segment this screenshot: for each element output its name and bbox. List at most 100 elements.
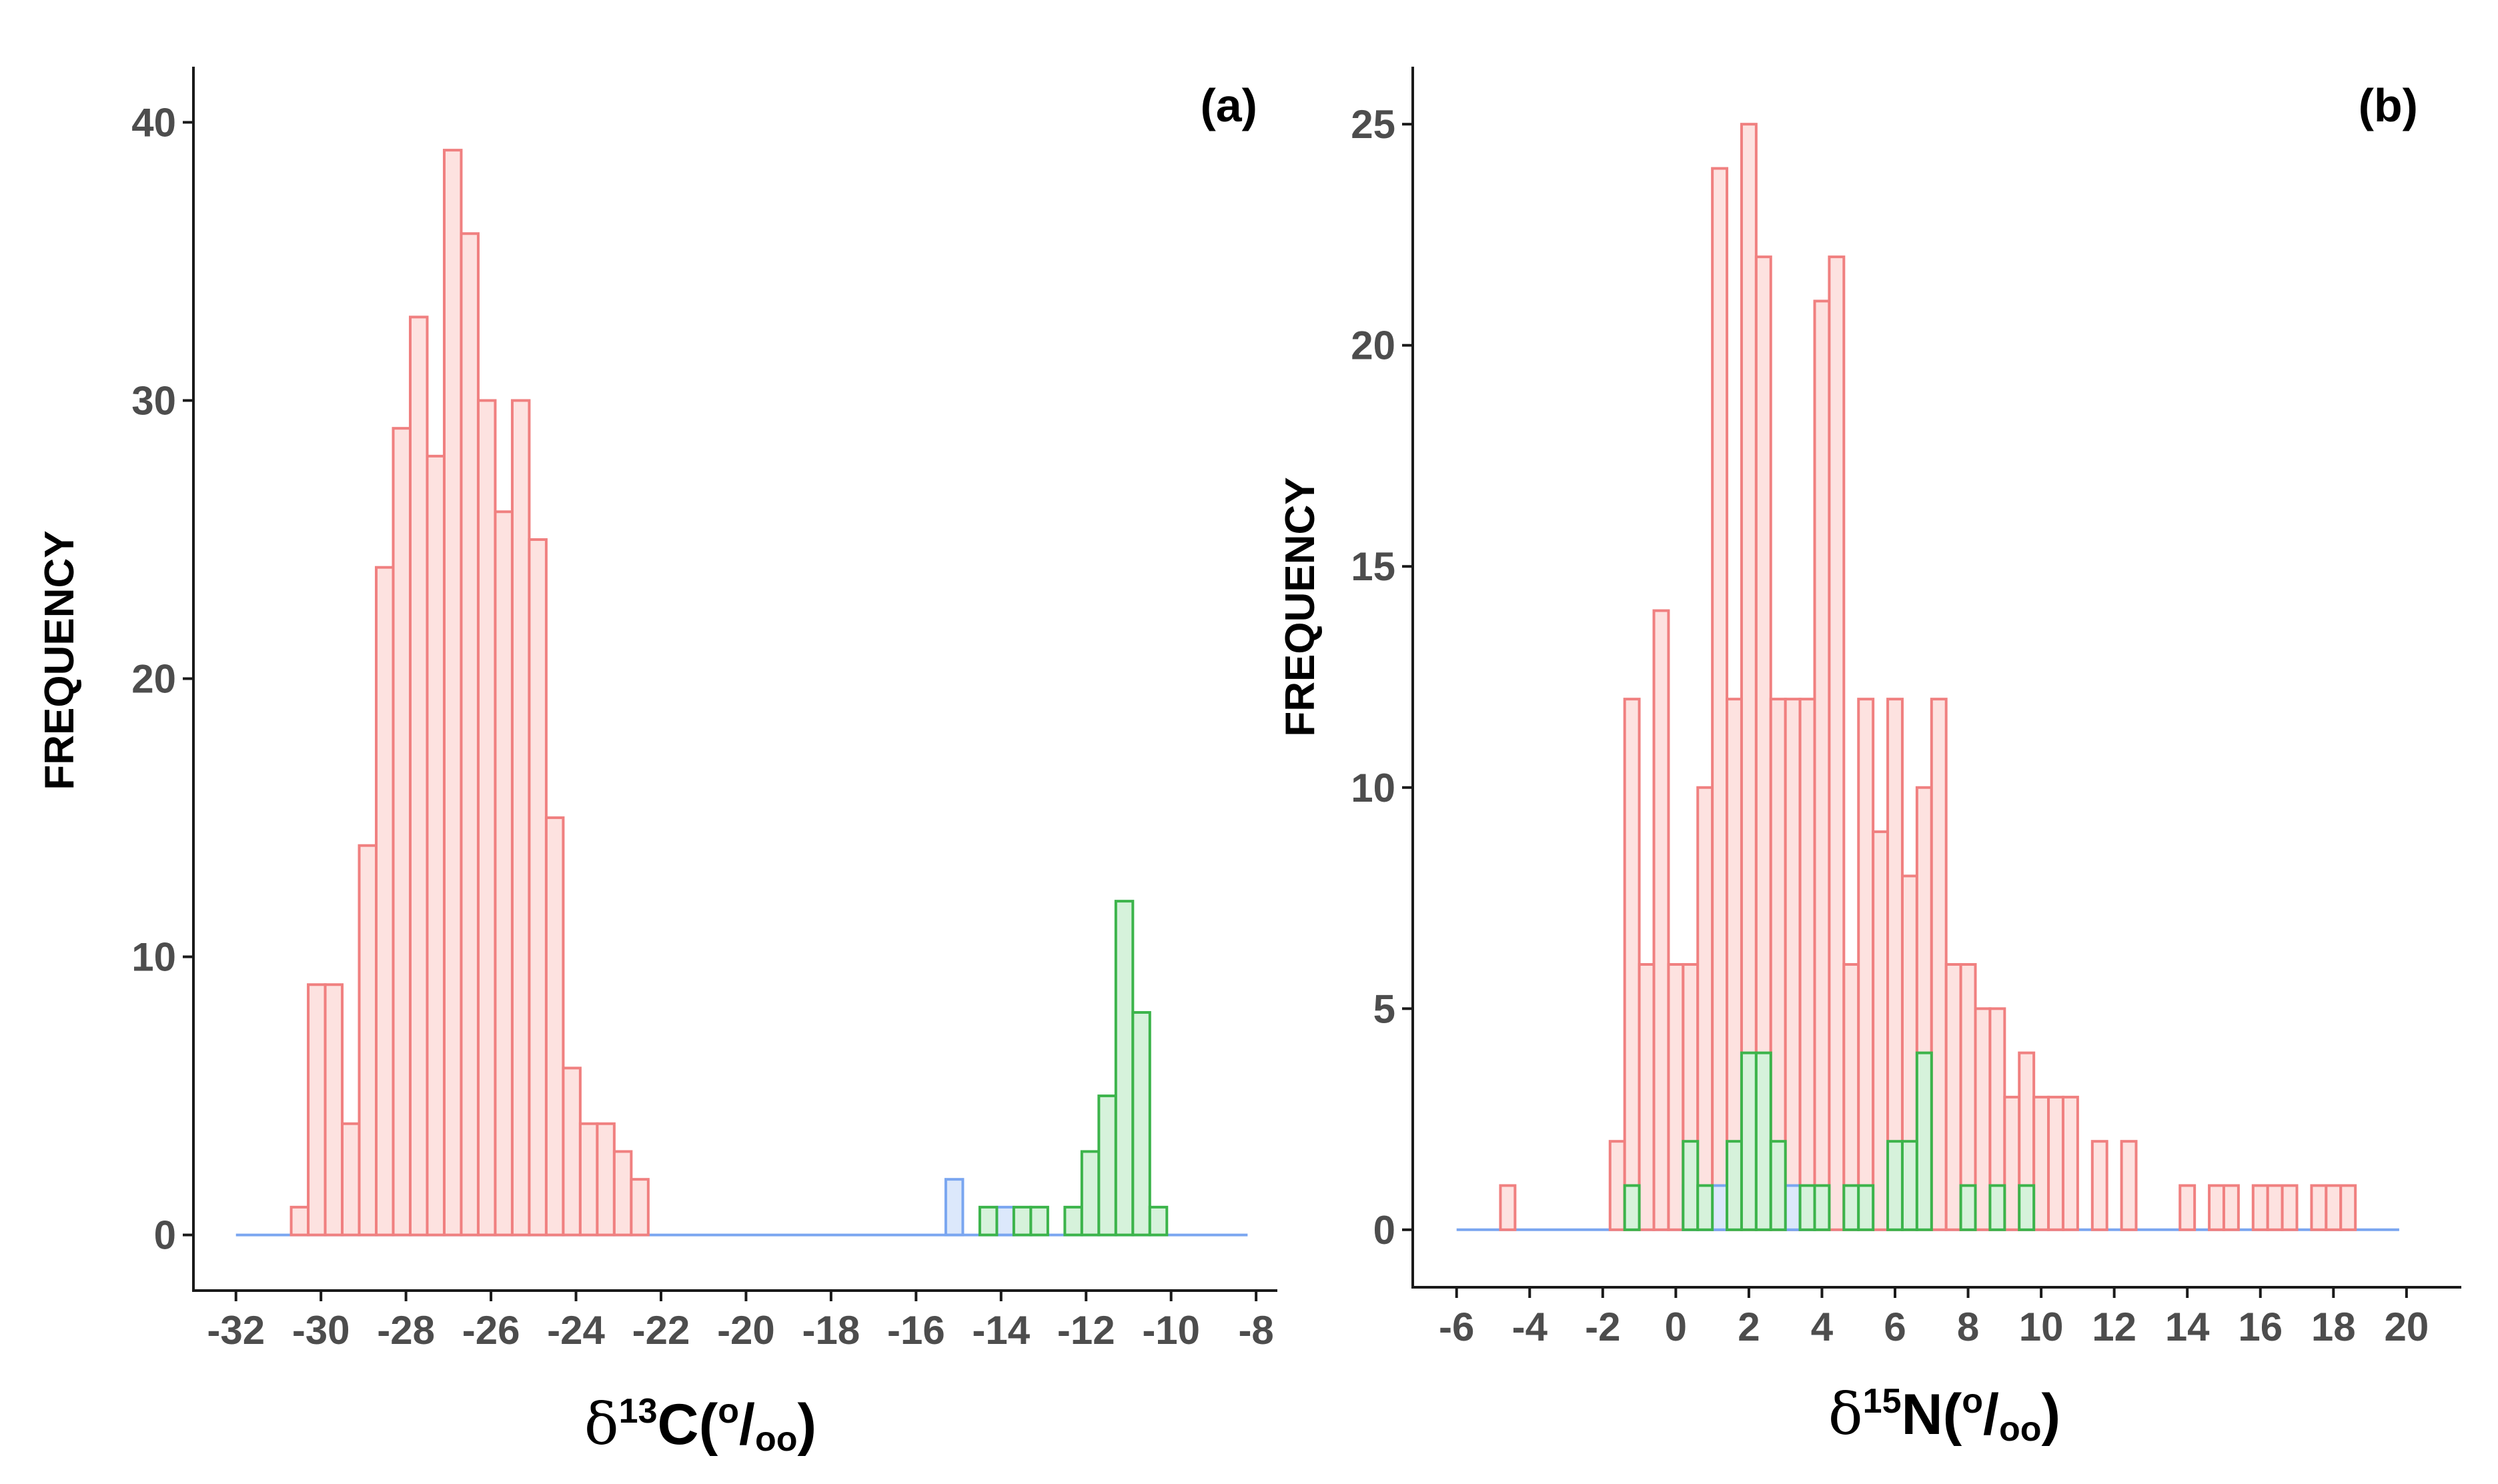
- panel-a-x-tick-label: -26: [462, 1308, 520, 1353]
- panel-b-bar-red: [2222, 1184, 2240, 1231]
- panel-a-bar-green: [1114, 900, 1135, 1237]
- panel-a-x-tick-label: -32: [207, 1308, 265, 1353]
- panel-a-x-tick-label: -22: [632, 1308, 690, 1353]
- panel-b-x-tick-label: 8: [1957, 1305, 1979, 1349]
- panel-a-xlabel-close: ): [797, 1393, 816, 1457]
- panel-a-x-tick-label: -28: [377, 1308, 435, 1353]
- panel-a-bars: [235, 149, 1248, 1237]
- panel-a-bar-green: [1063, 1205, 1083, 1237]
- panel-b-bar-red: [1711, 167, 1729, 1231]
- panel-b-bar-green: [1886, 1140, 1904, 1231]
- panel-b-x-tick-label: 6: [1884, 1305, 1906, 1349]
- panel-b-xlabel-delta: δ: [1828, 1381, 1863, 1448]
- panel-b-x-tick-label: 4: [1811, 1305, 1834, 1349]
- panel-a-xlabel-element: C(: [658, 1393, 718, 1457]
- panel-b-xlabel-unit-o: o: [1962, 1382, 1983, 1421]
- panel-b-bar-red: [1638, 962, 1656, 1231]
- panel-b-bar-red: [2120, 1140, 2138, 1231]
- panel-a-bar-green: [1029, 1205, 1049, 1237]
- panel-a-bar-red: [358, 844, 378, 1237]
- panel-b-bar-red: [1813, 299, 1831, 1231]
- panel-b-bar-green: [1726, 1140, 1743, 1231]
- panel-a-y-tick-label: 0: [154, 1213, 176, 1258]
- panel-a-bar-green: [1131, 1010, 1151, 1237]
- panel-b-bar-red: [2208, 1184, 2225, 1231]
- panel-b-y-tick-label: 25: [1351, 102, 1395, 147]
- panel-b-bar-red: [2325, 1184, 2343, 1231]
- panel-b-x-tick-label: 20: [2384, 1305, 2429, 1349]
- panel-b-axis-lines: [1411, 67, 2461, 1289]
- panel-b-bar-red: [2090, 1140, 2108, 1231]
- panel-b-axes: 0 5 10 15 20 25 -6 -4 -2 0 2 4 6 8 10 12 14 16 18 20: [1351, 67, 2461, 1349]
- panel-b-bar-red: [2047, 1095, 2064, 1231]
- panel-a-bar-red: [528, 538, 548, 1237]
- panel-b-xlabel-unit-oo: oo: [1999, 1410, 2042, 1449]
- panel-a-bar-red: [630, 1178, 650, 1237]
- panel-b-bar-red: [1696, 786, 1714, 1231]
- panel-a-y-tick-label: 30: [131, 378, 176, 423]
- panel-b-bar-green: [1915, 1051, 1933, 1231]
- panel-b-bar-green: [1988, 1184, 2006, 1231]
- panel-a-bar-red: [510, 399, 531, 1237]
- panel-b-bar-green: [1682, 1140, 1700, 1231]
- panel-b-bar-red: [1667, 962, 1685, 1231]
- panel-b-bar-red: [1974, 1007, 1992, 1231]
- panel-a-bar-red: [494, 510, 514, 1237]
- panel-b-bar-red: [1652, 609, 1670, 1231]
- panel-b-bar-blue: [1711, 1184, 1729, 1231]
- panel-b-bar-red: [2061, 1095, 2079, 1231]
- panel-b-x-tick-label: 12: [2092, 1305, 2136, 1349]
- panel-a-x-tick-label: -20: [717, 1308, 775, 1353]
- panel-b-x-tick-label: -4: [1512, 1305, 1548, 1349]
- panel-b-y-axis-title: FREQUENCY: [1277, 477, 1323, 736]
- panel-a-bar-green: [978, 1205, 999, 1237]
- panel-b-bar-red: [2178, 1184, 2197, 1231]
- panel-b-y-tick-label: 0: [1373, 1208, 1395, 1253]
- panel-a-bar-green: [1080, 1150, 1101, 1237]
- panel-b-label: (b): [2359, 79, 2418, 131]
- panel-b-bar-red: [1930, 698, 1948, 1231]
- panel-b-bar-green: [1857, 1184, 1875, 1231]
- panel-a-x-tick-label: -24: [547, 1308, 605, 1353]
- panel-b-xlabel-element: N(: [1902, 1383, 1962, 1447]
- panel-b-bar-green: [1696, 1184, 1714, 1231]
- panel-b-xlabel-slash: /: [1983, 1383, 1999, 1447]
- panel-b-bar-green: [1959, 1184, 1977, 1231]
- panel-a-y-tick-label: 40: [131, 100, 176, 145]
- panel-b-bar-green: [2018, 1184, 2036, 1231]
- panel-a-x-tick-label: -16: [887, 1308, 945, 1353]
- panel-b-y-tick-label: 10: [1351, 766, 1395, 810]
- panel-a-bar-red: [324, 983, 344, 1237]
- panel-b-x-tick-label: 14: [2165, 1305, 2210, 1349]
- panel-a-xlabel-unit-o: o: [718, 1392, 739, 1431]
- panel-b-x-tick-label: -6: [1439, 1305, 1474, 1349]
- panel-b-x-tick-label: 16: [2238, 1305, 2283, 1349]
- panel-a-bar-red: [442, 149, 463, 1237]
- panel-a-bar-red: [578, 1122, 599, 1237]
- panel-a-xlabel-delta: δ: [584, 1391, 619, 1458]
- panel-a-xlabel-slash: /: [739, 1393, 755, 1457]
- panel-b-bar-green: [1798, 1184, 1816, 1231]
- panel-b-xlabel-isotope: 15: [1863, 1382, 1902, 1421]
- panel-b-x-tick-label: 0: [1665, 1305, 1687, 1349]
- panel-b-bar-red: [1623, 698, 1641, 1231]
- panel-a-bar-green: [1097, 1094, 1117, 1237]
- panel-b-bar-red: [1828, 255, 1846, 1231]
- panel-b-y-tick-label: 20: [1351, 323, 1395, 368]
- panel-a-bar-red: [612, 1150, 633, 1237]
- panel-b-bar-red: [2251, 1184, 2269, 1231]
- panel-b-bar-green: [1842, 1184, 1860, 1231]
- panel-a-x-tick-label: -8: [1238, 1308, 1273, 1353]
- panel-a-bar-red: [476, 399, 497, 1237]
- panel-b-xlabel-close: ): [2041, 1383, 2060, 1447]
- panel-b-bar-red: [1499, 1184, 1517, 1231]
- panel-b-bar-red: [2310, 1184, 2328, 1231]
- panel-b-bar-red: [2281, 1184, 2299, 1231]
- panel-a-bar-red: [307, 983, 327, 1237]
- panel-a-bar-red: [392, 427, 412, 1237]
- panel-b-x-axis-title: δ15N(o/oo): [1828, 1381, 2060, 1449]
- panel-b-bar-green: [1900, 1140, 1918, 1231]
